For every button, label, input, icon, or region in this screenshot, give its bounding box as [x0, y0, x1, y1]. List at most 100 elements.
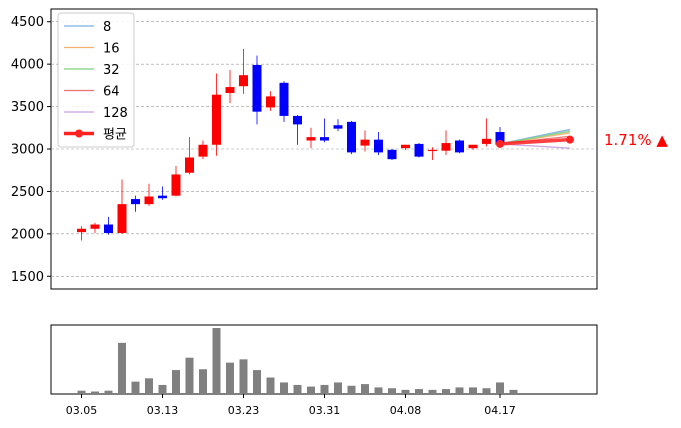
- candle-body: [482, 138, 491, 144]
- candle: [306, 127, 316, 149]
- volume-bar: [509, 389, 518, 394]
- volume-bar: [496, 382, 504, 394]
- candle-body: [374, 139, 383, 153]
- candle: [252, 55, 262, 125]
- legend-item: 64: [64, 85, 120, 100]
- candle-body: [414, 143, 424, 157]
- volume-layer: [77, 328, 518, 394]
- volume-bar: [334, 382, 342, 394]
- volume-bar: [293, 384, 302, 394]
- candle: [482, 118, 491, 147]
- candle-body: [239, 75, 248, 87]
- candle: [90, 222, 100, 233]
- x-tick-label: 04.08: [390, 404, 422, 417]
- candle: [279, 81, 289, 122]
- x-tick-layer: 03.05 03.13 03.23 03.31 04.08 04.17: [66, 394, 516, 417]
- candle-body: [495, 132, 505, 145]
- candle: [212, 73, 221, 156]
- candle: [374, 132, 383, 155]
- y-tick-label: 2000: [11, 227, 44, 242]
- grid-layer: [51, 21, 597, 277]
- legend-label: 64: [103, 85, 120, 100]
- candle: [117, 179, 127, 234]
- candle: [455, 139, 464, 154]
- volume-bar: [307, 386, 315, 394]
- candle-body: [428, 149, 437, 152]
- y-tick-label: 2500: [11, 185, 44, 200]
- candle-body: [441, 143, 451, 151]
- candle: [347, 121, 356, 155]
- candle-body: [279, 82, 289, 116]
- candle: [333, 119, 343, 132]
- candle-body: [266, 96, 275, 108]
- legend-box: [57, 12, 135, 148]
- volume-bar: [415, 389, 423, 394]
- volume-bar: [185, 357, 194, 394]
- candle-body: [77, 228, 86, 233]
- volume-bar: [374, 387, 383, 394]
- x-tick-label: 03.23: [228, 404, 260, 417]
- candle-body: [387, 149, 397, 160]
- candle: [468, 144, 478, 150]
- volume-bar: [118, 342, 126, 394]
- candle-body: [212, 94, 221, 145]
- volume-bar: [266, 377, 275, 394]
- candle: [225, 70, 235, 104]
- candle: [104, 216, 113, 235]
- candle-body: [225, 87, 235, 93]
- candle-body: [104, 224, 113, 233]
- volume-bar: [455, 387, 464, 394]
- volume-bar: [77, 390, 86, 394]
- candle: [293, 115, 302, 145]
- candle-body: [185, 157, 194, 173]
- candle: [77, 226, 86, 241]
- volume-bar: [388, 388, 396, 394]
- volume-bar: [442, 389, 450, 394]
- candle: [158, 186, 167, 200]
- candle-layer: [77, 48, 505, 241]
- candle-body: [347, 121, 356, 153]
- volume-bar: [280, 382, 288, 394]
- y-tick-label: 4000: [11, 58, 44, 73]
- volume-bar: [361, 384, 369, 394]
- candle: [266, 91, 275, 111]
- legend-item: 128: [64, 106, 128, 121]
- legend-label: 16: [103, 42, 120, 57]
- candle: [360, 130, 370, 152]
- legend-label: 128: [103, 106, 128, 121]
- volume-bar: [104, 390, 113, 394]
- candle: [387, 149, 397, 161]
- legend-item: 평균: [64, 128, 127, 143]
- volume-bar: [239, 359, 248, 394]
- volume-bar: [199, 369, 207, 394]
- volume-bar: [469, 387, 477, 394]
- forecast-average-end-point: [566, 135, 574, 144]
- forecast-change-label: 1.71% ▲: [604, 131, 668, 149]
- candle-body: [468, 144, 478, 149]
- candle-body: [333, 125, 343, 129]
- volume-bar: [131, 381, 140, 394]
- volume-bar: [482, 388, 491, 394]
- y-tick-label: 4500: [11, 15, 44, 30]
- candle-body: [320, 137, 329, 141]
- candle-body: [90, 224, 100, 229]
- legend-marker: [75, 129, 83, 138]
- candle-body: [293, 115, 302, 125]
- x-tick-label: 03.13: [147, 404, 179, 417]
- candle-body: [131, 199, 140, 205]
- legend-item: 8: [64, 20, 111, 35]
- y-tick-layer: 1500 2000 2500 3000 3500 4000 4500: [11, 15, 51, 285]
- x-tick-label: 04.17: [484, 404, 516, 417]
- forecast-average-start-point: [496, 139, 504, 148]
- candle-body: [158, 195, 167, 199]
- candle-body: [144, 196, 154, 205]
- volume-bar: [212, 328, 221, 394]
- candle-body: [198, 144, 208, 157]
- volume-bar: [158, 384, 167, 394]
- volume-bar: [320, 384, 329, 394]
- volume-bar: [172, 370, 180, 394]
- candle-body: [455, 140, 464, 153]
- volume-bar: [347, 385, 356, 394]
- x-tick-label: 03.31: [309, 404, 341, 417]
